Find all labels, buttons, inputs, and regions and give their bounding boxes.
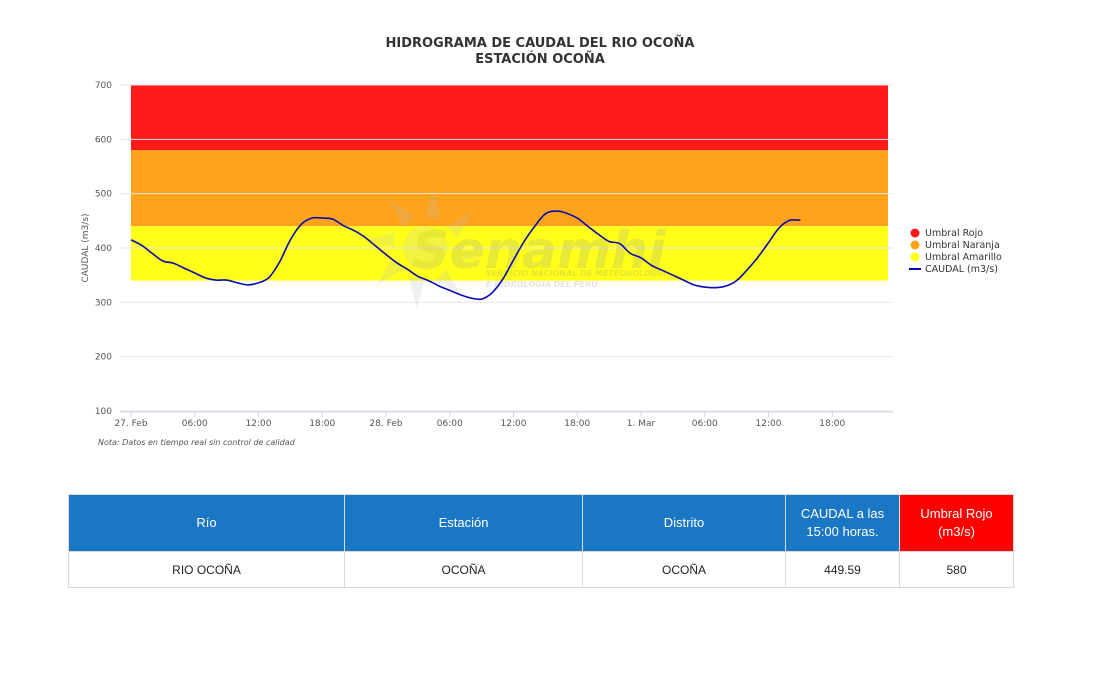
- y-axis-title: CAUDAL (m3/s): [81, 213, 91, 282]
- x-tick-label: 06:00: [182, 419, 208, 429]
- chart-svg: HIDROGRAMA DE CAUDAL DEL RIO OCOÑA ESTAC…: [81, 35, 1002, 447]
- chart-subtitle: ESTACIÓN OCOÑA: [475, 51, 605, 67]
- band-umbral-amarillo: [131, 226, 888, 281]
- watermark-logo: Senamhi: [412, 221, 667, 281]
- legend-label: Umbral Naranja: [925, 240, 1000, 251]
- x-tick-label: 27. Feb: [114, 419, 147, 429]
- header-rio: Río: [68, 494, 345, 552]
- x-tick-label: 12:00: [246, 419, 272, 429]
- legend-label: Umbral Amarillo: [925, 252, 1002, 263]
- x-axis: 27. Feb 06:00 12:00 18:00 28. Feb 06:00 12:00 1…: [114, 411, 893, 429]
- x-tick-label: 12:00: [756, 419, 782, 429]
- watermark-sun-icon: [403, 226, 447, 270]
- table-row: RIO OCOÑA OCOÑA OCOÑA 449.59 580: [68, 551, 1014, 588]
- series-line-caudal: [130, 210, 801, 301]
- x-tick-label: 18:00: [819, 419, 845, 429]
- y-axis: 100 200 300 400 500 600 700: [95, 81, 112, 417]
- quality-note: Nota: Datos en tiempo real sin control d…: [98, 438, 296, 447]
- cell-distrito: OCOÑA: [582, 551, 786, 588]
- y-tick-label: 600: [95, 135, 112, 145]
- header-umbral-rojo: Umbral Rojo (m3/s): [899, 494, 1014, 552]
- x-tick-label: 06:00: [692, 419, 718, 429]
- x-tick-label: 18:00: [309, 419, 335, 429]
- y-tick-label: 300: [95, 298, 112, 308]
- cell-rio: RIO OCOÑA: [68, 551, 345, 588]
- band-umbral-naranja: [131, 150, 888, 227]
- y-tick-label: 100: [95, 407, 112, 417]
- hydrograph-chart: HIDROGRAMA DE CAUDAL DEL RIO OCOÑA ESTAC…: [81, 35, 1002, 447]
- header-estacion: Estación: [344, 494, 583, 552]
- x-tick-label: 18:00: [564, 419, 590, 429]
- series-layer: [130, 210, 801, 301]
- y-tick-label: 700: [95, 81, 112, 91]
- table-header-row: Río Estación Distrito CAUDAL a las 15:00…: [68, 494, 1014, 552]
- chart-title: HIDROGRAMA DE CAUDAL DEL RIO OCOÑA: [386, 35, 695, 51]
- x-tick-label: 28. Feb: [369, 419, 402, 429]
- cell-estacion: OCOÑA: [344, 551, 583, 588]
- y-tick-label: 500: [95, 190, 112, 200]
- legend-label: CAUDAL (m3/s): [925, 264, 998, 275]
- cell-caudal: 449.59: [785, 551, 900, 588]
- x-tick-label: 12:00: [501, 419, 527, 429]
- x-tick-label: 06:00: [437, 419, 463, 429]
- summary-table: Río Estación Distrito CAUDAL a las 15:00…: [68, 494, 1014, 588]
- legend-marker: [910, 240, 920, 250]
- watermark-sub2: E HIDROLOGÍA DEL PERÚ: [486, 278, 598, 289]
- legend-label: Umbral Rojo: [925, 228, 983, 239]
- y-tick-label: 400: [95, 244, 112, 254]
- legend-marker: [910, 252, 920, 262]
- header-caudal: CAUDAL a las 15:00 horas.: [785, 494, 900, 552]
- senamhi-watermark: Senamhi SERVICIO NACIONAL DE METEOROLOGÍ…: [365, 188, 667, 308]
- band-umbral-rojo: [131, 85, 888, 151]
- cell-umbral-rojo: 580: [899, 551, 1014, 588]
- legend-marker: [910, 228, 920, 238]
- y-tick-label: 200: [95, 353, 112, 363]
- x-tick-label: 1. Mar: [627, 419, 656, 429]
- header-distrito: Distrito: [582, 494, 786, 552]
- watermark-sub1: SERVICIO NACIONAL DE METEOROLOGÍA: [486, 267, 666, 278]
- threshold-bands: [131, 85, 888, 281]
